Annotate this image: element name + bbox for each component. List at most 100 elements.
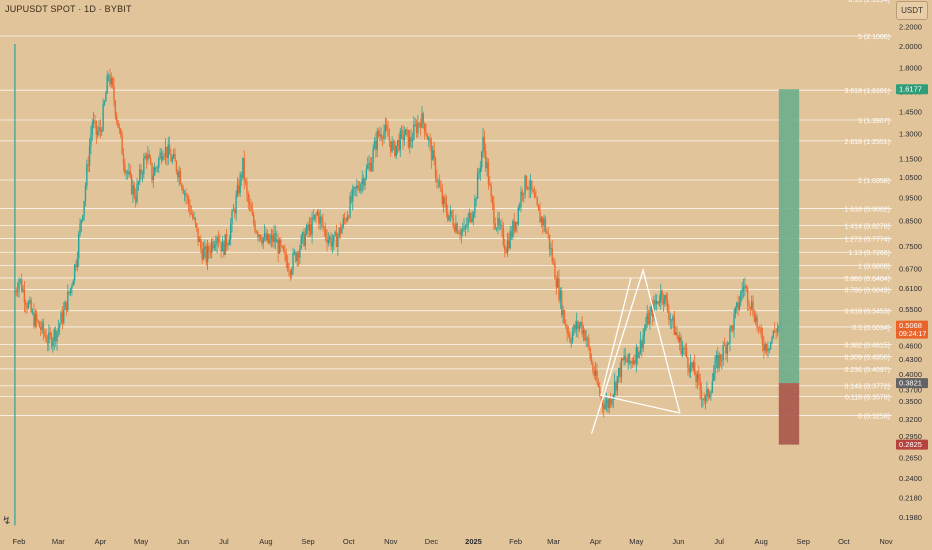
candle-body: [653, 300, 655, 317]
candle-body: [565, 323, 567, 327]
fib-level-label: 0.618 (0.5453): [844, 309, 890, 316]
candle-body: [308, 224, 311, 231]
candle-body: [410, 136, 412, 142]
candle-body: [491, 196, 494, 204]
fibonacci-extension[interactable]: [0, 0, 892, 416]
candle-body: [219, 241, 221, 243]
candle-body: [441, 190, 444, 205]
candle-body: [391, 141, 393, 152]
candle-body: [509, 231, 511, 249]
candle-body: [680, 337, 682, 355]
candle-body: [50, 334, 53, 347]
price-tick-label: 0.3200: [899, 415, 922, 424]
candle-body: [490, 185, 492, 197]
candle-body: [542, 217, 544, 226]
candle-body: [117, 120, 119, 128]
candle-body: [483, 136, 486, 151]
currency-button[interactable]: USDT: [896, 1, 928, 20]
candle-body: [419, 123, 422, 128]
candle-body: [433, 150, 435, 159]
candle-body: [584, 330, 586, 341]
candle-body: [749, 306, 752, 309]
candle-body: [765, 344, 768, 352]
candle-body: [267, 234, 270, 244]
candle-body: [712, 373, 715, 382]
candle-body: [448, 215, 450, 221]
candle-body: [339, 227, 342, 234]
candle-body: [548, 234, 551, 250]
time-tick-label: Jun: [672, 537, 684, 546]
candle-body: [480, 151, 483, 168]
candle-body: [669, 319, 671, 321]
candle-body: [723, 345, 726, 346]
candle-body: [107, 75, 110, 77]
candle-body: [155, 167, 157, 169]
candle-body: [703, 399, 705, 401]
candle-body: [327, 239, 330, 243]
candle-body: [504, 244, 506, 250]
candle-body: [338, 227, 340, 236]
candle-body: [383, 131, 385, 139]
candle-body: [25, 303, 27, 306]
candle-body: [460, 229, 463, 235]
price-tick-label: 0.3700: [899, 386, 922, 395]
candle-body: [532, 189, 534, 192]
fib-level-label: 0.146 (0.3772): [844, 384, 890, 391]
candle-body: [177, 171, 179, 178]
candle-body: [761, 334, 764, 345]
candle-body: [776, 327, 779, 333]
candle-body: [83, 201, 85, 216]
price-axis[interactable]: 2.20002.00001.80001.60001.45001.30001.15…: [899, 23, 922, 522]
candle-body: [384, 125, 387, 132]
candle-body: [452, 216, 454, 227]
candle-body: [276, 239, 278, 243]
candle-body: [144, 155, 146, 159]
candle-body: [223, 241, 225, 255]
candle-body: [459, 233, 461, 235]
long-position-tool[interactable]: [778, 89, 800, 445]
symbol-title: JUPUSDT SPOT · 1D · BYBIT: [5, 4, 132, 14]
candle-body: [638, 352, 640, 359]
time-tick-label: May: [629, 537, 643, 546]
candle-body: [172, 154, 175, 158]
candle-body: [650, 306, 652, 312]
price-tag: [896, 439, 928, 450]
candle-body: [297, 253, 300, 258]
candle-body: [263, 232, 266, 238]
candle-body: [227, 244, 229, 246]
candle-body: [641, 340, 643, 349]
triangle-pattern-drawing[interactable]: [590, 267, 681, 434]
time-tick-label: Apr: [590, 537, 602, 546]
candle-body: [715, 355, 718, 362]
candle-body: [46, 341, 49, 344]
candle-body: [699, 379, 701, 391]
candle-body: [736, 302, 738, 308]
candle-body: [660, 290, 662, 303]
time-axis[interactable]: Feb Mar Apr May Jun Jul Aug Sep Oct Nov Dec 2025 Feb…: [13, 537, 893, 546]
price-tag-label: 0.5068: [899, 321, 922, 330]
candle-body: [647, 313, 650, 325]
candle-body: [711, 381, 714, 393]
candle-body: [87, 164, 89, 166]
candle-body: [121, 134, 123, 155]
candle-body: [42, 322, 45, 333]
candle-body: [645, 324, 647, 330]
candle-body: [350, 195, 353, 202]
candle-body: [444, 197, 446, 203]
candle-body: [683, 347, 685, 349]
candle-body: [262, 237, 264, 244]
candle-body: [258, 234, 260, 237]
candle-body: [341, 226, 343, 234]
candle-body: [442, 197, 445, 205]
candle-body: [63, 309, 65, 323]
candle-body: [394, 141, 396, 156]
candle-body: [289, 271, 292, 276]
candle-body: [624, 355, 627, 361]
candle-body: [654, 300, 657, 304]
candlestick-series: [14, 43, 783, 526]
candle-body: [213, 245, 216, 249]
candle-body: [190, 213, 193, 215]
candle-body: [301, 231, 304, 237]
candle-body: [270, 235, 273, 240]
